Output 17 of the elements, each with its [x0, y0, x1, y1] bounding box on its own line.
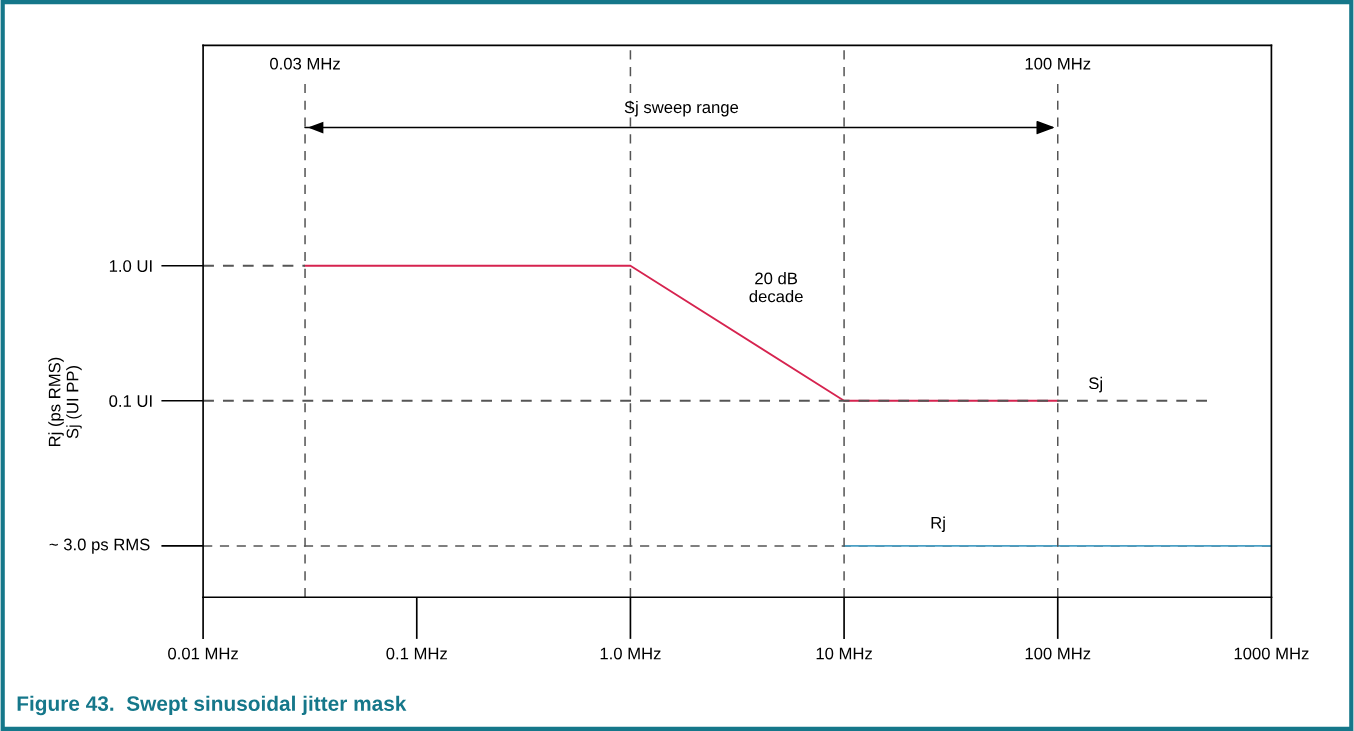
x-tick-label: 100 MHz — [1025, 647, 1091, 660]
y-tick-label: 1.0 UI — [109, 260, 152, 272]
text: Figure 43. Swept sinusoidal jitter mask — [17, 695, 407, 716]
annotation: Sj sweep range — [624, 100, 739, 117]
y-axis-title: Rj (ps RMS) Sj (UI PP) — [48, 357, 82, 447]
x-tick-label: 0.01 MHz — [168, 647, 238, 660]
ref-line-label: 0.03 MHz — [270, 57, 340, 70]
x-tick-label: 0.1 MHz — [386, 647, 447, 660]
ref-line-label: 100 MHz — [1025, 57, 1091, 70]
annotation: 20 dB decade — [749, 272, 803, 303]
x-tick-label: 1.0 MHz — [600, 647, 661, 660]
series-label: Rj — [931, 516, 945, 533]
x-tick-label: 1000 MHz — [1234, 647, 1309, 660]
x-tick-label: 10 MHz — [816, 647, 872, 660]
series-label: Sj — [1089, 376, 1102, 393]
ref-line-label: ~ 3.0 ps RMS — [49, 538, 150, 554]
y-tick-label: 0.1 UI — [109, 395, 152, 407]
